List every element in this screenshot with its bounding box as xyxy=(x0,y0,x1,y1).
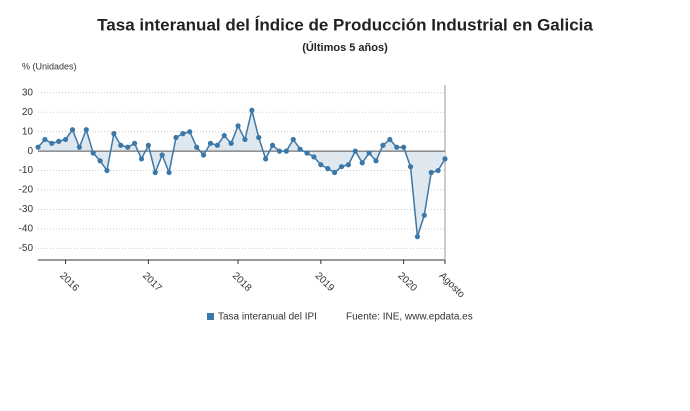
legend-label: Tasa interanual del IPI xyxy=(218,312,317,323)
point xyxy=(97,158,103,164)
point xyxy=(276,148,283,154)
point xyxy=(373,158,379,164)
point xyxy=(145,142,151,148)
point xyxy=(221,132,227,139)
point xyxy=(228,140,234,146)
point xyxy=(35,144,41,150)
point xyxy=(442,156,448,162)
point xyxy=(311,154,317,160)
point xyxy=(435,167,441,174)
point xyxy=(338,164,345,170)
point xyxy=(56,138,62,144)
point xyxy=(256,134,262,141)
point xyxy=(414,234,421,240)
y-tick-label: 0 xyxy=(27,146,33,157)
y-tick-label: -10 xyxy=(19,165,34,176)
point xyxy=(297,146,303,152)
point xyxy=(83,127,89,133)
y-tick-label: -30 xyxy=(19,204,34,215)
point xyxy=(194,144,200,150)
point xyxy=(111,131,117,137)
point xyxy=(62,136,69,143)
point xyxy=(394,144,400,150)
source: Fuente: INE, www.epdata.es xyxy=(346,312,473,323)
point xyxy=(131,140,138,146)
y-tick-label: 30 xyxy=(22,87,34,98)
point xyxy=(325,166,331,172)
point xyxy=(421,212,427,218)
y-tick-label: 10 xyxy=(22,126,34,137)
x-tick-label: 2020 xyxy=(395,270,419,294)
point xyxy=(90,150,96,156)
point xyxy=(269,142,276,148)
point xyxy=(159,152,165,158)
point xyxy=(428,169,434,176)
line xyxy=(37,110,446,237)
point xyxy=(166,169,172,176)
point xyxy=(290,136,296,143)
point xyxy=(118,142,124,148)
y-tick-label: -50 xyxy=(19,243,34,254)
point xyxy=(207,140,214,146)
x-tick-label: 2016 xyxy=(57,270,81,294)
point xyxy=(318,162,324,168)
point xyxy=(387,136,393,143)
chart-subtitle: (Últimos 5 años) xyxy=(302,41,388,54)
point xyxy=(69,127,76,133)
x-tick-label: Agosto xyxy=(437,270,467,300)
point xyxy=(200,152,207,158)
point xyxy=(407,164,414,170)
point xyxy=(173,134,179,141)
point xyxy=(359,160,365,166)
point xyxy=(138,156,145,162)
legend-swatch xyxy=(207,313,214,320)
point xyxy=(214,142,220,148)
point xyxy=(42,136,48,143)
point xyxy=(366,150,372,156)
y-tick-label: 20 xyxy=(22,107,34,118)
y-axis-label: % (Unidades) xyxy=(22,61,77,71)
point xyxy=(180,131,186,137)
point xyxy=(187,129,193,135)
area xyxy=(38,110,445,237)
point xyxy=(249,107,255,113)
point xyxy=(235,123,241,129)
point xyxy=(283,148,289,154)
point xyxy=(352,148,358,154)
x-tick-label: 2019 xyxy=(313,270,337,294)
y-tick-label: -40 xyxy=(19,224,34,235)
y-tick-label: -20 xyxy=(19,185,34,196)
point xyxy=(125,144,131,150)
point xyxy=(104,167,110,174)
point xyxy=(401,144,407,150)
x-tick-label: 2017 xyxy=(140,270,164,294)
chart-title: Tasa interanual del Índice de Producción… xyxy=(97,15,593,34)
point xyxy=(49,140,55,146)
point xyxy=(152,169,158,176)
point xyxy=(76,144,82,150)
point xyxy=(345,162,352,168)
x-tick-label: 2018 xyxy=(230,270,254,294)
point xyxy=(332,169,338,176)
point xyxy=(242,136,248,143)
point xyxy=(380,142,386,148)
point xyxy=(304,150,310,156)
point xyxy=(263,156,269,162)
